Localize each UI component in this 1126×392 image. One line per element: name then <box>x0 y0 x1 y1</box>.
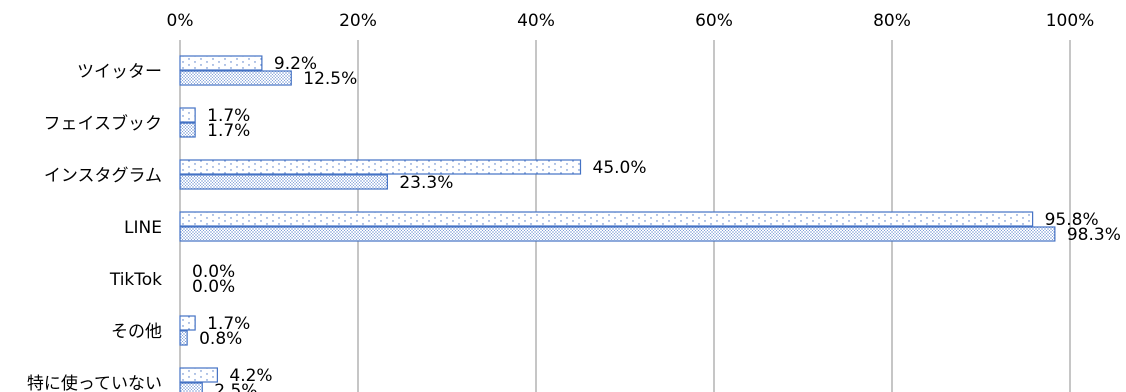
bar <box>179 367 218 383</box>
data-label: 45.0% <box>593 158 647 178</box>
data-label: 4.2% <box>229 366 272 386</box>
data-label: 0.0% <box>192 262 235 282</box>
category-label: LINE <box>124 218 162 238</box>
bars <box>179 55 1056 392</box>
category-label: 特に使っていない <box>27 373 162 392</box>
x-tick-label: 80% <box>873 11 911 31</box>
x-tick-label: 20% <box>339 11 377 31</box>
bar <box>179 382 203 392</box>
bar <box>179 330 188 346</box>
data-label: 0.0% <box>192 277 235 297</box>
bar <box>179 107 196 123</box>
category-label: その他 <box>111 322 162 342</box>
data-label: 95.8% <box>1045 210 1099 230</box>
data-label: 98.3% <box>1067 225 1121 245</box>
x-axis-ticks: 0% 20% 40% 60% 80% 100% <box>167 11 1095 31</box>
data-labels: 9.2% 1.7% 45.0% 95.8% 0.0% 1.7% 4.2% 12.5% 1.7% 2… <box>192 54 1121 392</box>
bar <box>179 159 582 175</box>
x-tick-label: 60% <box>695 11 733 31</box>
bar <box>179 226 1056 242</box>
category-label: ツイッター <box>77 62 162 82</box>
data-label: 1.7% <box>207 106 250 126</box>
data-label: 1.7% <box>207 314 250 334</box>
data-label: 12.5% <box>303 69 357 89</box>
x-tick-label: 40% <box>517 11 555 31</box>
bar <box>179 55 263 71</box>
bar <box>179 315 196 331</box>
data-label: 0.8% <box>199 329 242 349</box>
category-label: インスタグラム <box>44 166 162 186</box>
data-label: 2.5% <box>214 381 257 392</box>
data-label: 1.7% <box>207 121 250 141</box>
category-label: フェイスブック <box>44 113 163 134</box>
bar <box>179 211 1034 227</box>
data-label: 9.2% <box>274 54 317 74</box>
bar <box>179 70 292 86</box>
bar <box>179 174 388 190</box>
category-label: TikTok <box>109 270 162 290</box>
data-label: 23.3% <box>399 173 453 193</box>
x-tick-label: 0% <box>167 11 194 31</box>
bar <box>179 122 196 138</box>
x-tick-label: 100% <box>1046 11 1095 31</box>
